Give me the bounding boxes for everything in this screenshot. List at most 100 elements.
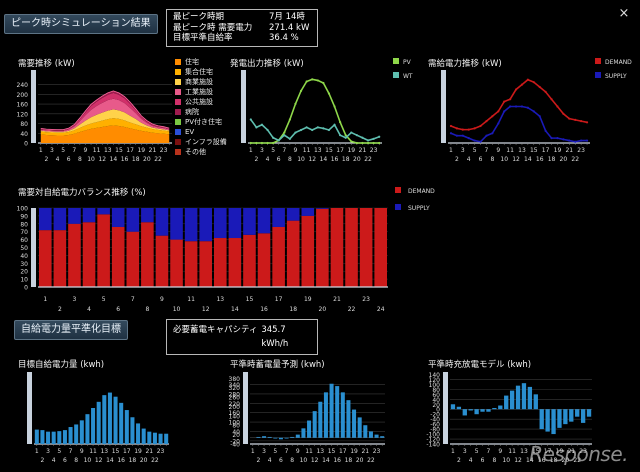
bar <box>509 390 515 410</box>
bar <box>318 401 323 438</box>
bar <box>79 420 84 444</box>
x-tick-label: 2 <box>457 457 461 464</box>
bar-demand <box>214 238 227 287</box>
bar <box>335 386 340 438</box>
x-tick-label: 3 <box>50 147 54 154</box>
x-tick-label: 7 <box>131 296 135 303</box>
area-series-5 <box>40 90 170 131</box>
data-point <box>526 106 529 109</box>
x-tick-label: 5 <box>271 147 275 154</box>
y-tick-label: -20 <box>430 412 440 419</box>
bar <box>357 417 362 438</box>
bar <box>57 431 62 444</box>
bar-supply <box>170 208 183 240</box>
x-tick-label: 23 <box>157 448 165 455</box>
info-row-peak-time: 最ピーク時期 7月 14時 <box>173 12 311 23</box>
legend-swatch <box>395 187 401 193</box>
x-tick-label: 17 <box>275 296 283 303</box>
data-point <box>574 118 577 121</box>
x-tick-label: 23 <box>373 448 381 455</box>
bar <box>256 436 261 438</box>
legend-item: 商業施設 <box>175 77 227 87</box>
legend-label: 住宅 <box>185 58 199 66</box>
bar-demand <box>316 208 329 287</box>
bar <box>498 405 503 410</box>
bar-demand <box>374 208 387 287</box>
x-tick-label: 23 <box>362 296 370 303</box>
y-tick-label: 20 <box>432 402 440 409</box>
x-tick-label: 24 <box>377 306 385 313</box>
data-point <box>485 120 488 123</box>
legend-label: インフラ設備 <box>185 138 227 146</box>
bar-demand <box>155 235 169 287</box>
x-tick-label: 2 <box>254 156 258 163</box>
data-point <box>473 139 476 142</box>
data-point <box>266 141 269 145</box>
data-point <box>294 131 297 134</box>
x-tick-label: 19 <box>347 147 355 154</box>
bar-supply <box>286 208 300 221</box>
y-tick-label: -60 <box>430 422 440 429</box>
data-point <box>333 123 336 126</box>
data-point <box>526 78 529 81</box>
bar <box>68 427 73 444</box>
x-tick-label: 7 <box>487 448 491 455</box>
x-tick-label: 9 <box>296 448 300 455</box>
x-tick-label: 16 <box>333 457 341 464</box>
bar <box>374 434 379 438</box>
bar <box>380 436 385 438</box>
data-point <box>479 124 482 128</box>
x-tick-label: 12 <box>308 156 316 163</box>
legend-item: EV <box>175 127 227 137</box>
data-point <box>327 92 331 95</box>
x-tick-label: 22 <box>571 156 579 163</box>
x-tick-label: 21 <box>359 147 367 154</box>
data-point <box>355 134 358 137</box>
bar <box>557 409 562 428</box>
data-point <box>544 90 547 93</box>
x-tick-label: 12 <box>514 457 522 464</box>
bar <box>85 414 90 444</box>
watermark: Response. <box>529 442 628 466</box>
legend-label: DEMAND <box>408 188 435 195</box>
chart-title-target-self-supply: 目標自給電力量 (kwh) <box>18 360 105 370</box>
x-tick-label: 5 <box>473 147 477 154</box>
bar-demand <box>330 208 344 287</box>
area-series-0 <box>40 125 170 143</box>
x-tick-label: 15 <box>115 147 123 154</box>
bar <box>504 395 509 410</box>
x-tick-label: 21 <box>333 296 341 303</box>
x-tick-label: 2 <box>257 457 261 464</box>
bar-demand <box>359 208 373 287</box>
legend-item: PV付き住宅 <box>175 117 227 127</box>
y-tick-label: 100 <box>229 420 241 427</box>
y-tick-label: 20 <box>232 432 240 439</box>
data-point <box>580 139 583 142</box>
data-point <box>361 136 364 139</box>
data-point <box>272 141 275 145</box>
data-point <box>467 137 470 140</box>
legend-label: 工業施設 <box>185 88 213 96</box>
x-tick-label: 7 <box>285 448 289 455</box>
y-tick-label: 100 <box>17 206 29 213</box>
data-point <box>350 140 353 143</box>
data-point <box>532 110 535 113</box>
bar-supply <box>257 208 271 234</box>
x-tick-label: 11 <box>93 147 101 154</box>
x-tick-label: 11 <box>303 147 311 154</box>
bar <box>468 409 473 411</box>
y-axis-bar <box>27 372 32 444</box>
x-tick-label: 16 <box>536 156 544 163</box>
area-series-2 <box>40 109 170 133</box>
info-row-peak-demand: 最ピーク時 需要電力 271.4 kW <box>173 23 311 34</box>
x-tick-label: 22 <box>364 156 372 163</box>
x-tick-label: 9 <box>294 147 298 154</box>
bar-demand <box>243 234 256 287</box>
info-label: 最ピーク時期 <box>173 12 225 22</box>
close-icon[interactable]: × <box>618 6 630 21</box>
info-label: 目標平準自給率 <box>173 33 233 43</box>
bar <box>352 409 357 438</box>
y-tick-label: 100 <box>429 382 441 389</box>
y-tick-label: 40 <box>232 429 240 436</box>
y-tick-label: -80 <box>430 427 440 434</box>
